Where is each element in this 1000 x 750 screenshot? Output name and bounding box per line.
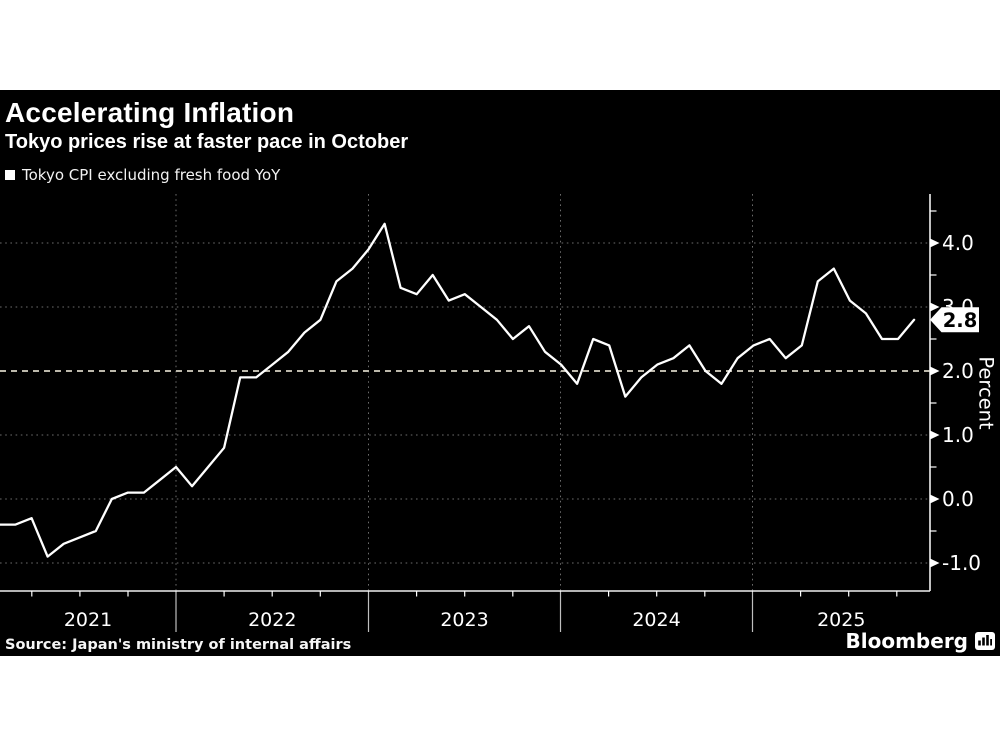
y-tick-label: 4.0 [942,231,974,255]
last-value-tag [930,307,979,333]
x-year-label: 2021 [64,609,112,631]
legend-swatch-icon [5,170,15,181]
x-year-label: 2022 [248,609,296,631]
chart-panel: Accelerating Inflation Tokyo prices rise… [0,90,1000,656]
last-value-label: 2.8 [943,309,978,332]
y-tick-arrow [930,238,940,248]
chart-header: Accelerating Inflation Tokyo prices rise… [0,90,1000,184]
y-tick-arrow [930,302,940,312]
y-tick-arrow [930,494,940,504]
y-tick-label: 0.0 [942,487,974,511]
bloomberg-brand: Bloomberg [846,629,995,653]
y-tick-label: 1.0 [942,423,974,447]
y-tick-label: 2.0 [942,359,974,383]
y-axis-title: Percent [975,356,998,430]
source-text: Source: Japan's ministry of internal aff… [5,637,352,653]
chart-footer: Source: Japan's ministry of internal aff… [0,629,1000,655]
chart-subtitle: Tokyo prices rise at faster pace in Octo… [5,131,409,154]
cpi-series-line [0,222,916,558]
y-tick-label: -1.0 [942,551,981,575]
legend-label: Tokyo CPI excluding fresh food YoY [22,166,281,185]
x-year-label: 2024 [632,609,680,631]
legend: Tokyo CPI excluding fresh food YoY [5,166,994,184]
y-tick-arrow [930,366,940,376]
chart-title: Accelerating Inflation [5,97,295,128]
y-tick-arrow [930,430,940,440]
y-tick-arrow [930,558,940,568]
x-year-label: 2025 [817,609,865,631]
x-year-label: 2023 [440,609,488,631]
bloomberg-wordmark: Bloomberg [845,629,968,653]
bloomberg-terminal-icon [975,632,995,650]
